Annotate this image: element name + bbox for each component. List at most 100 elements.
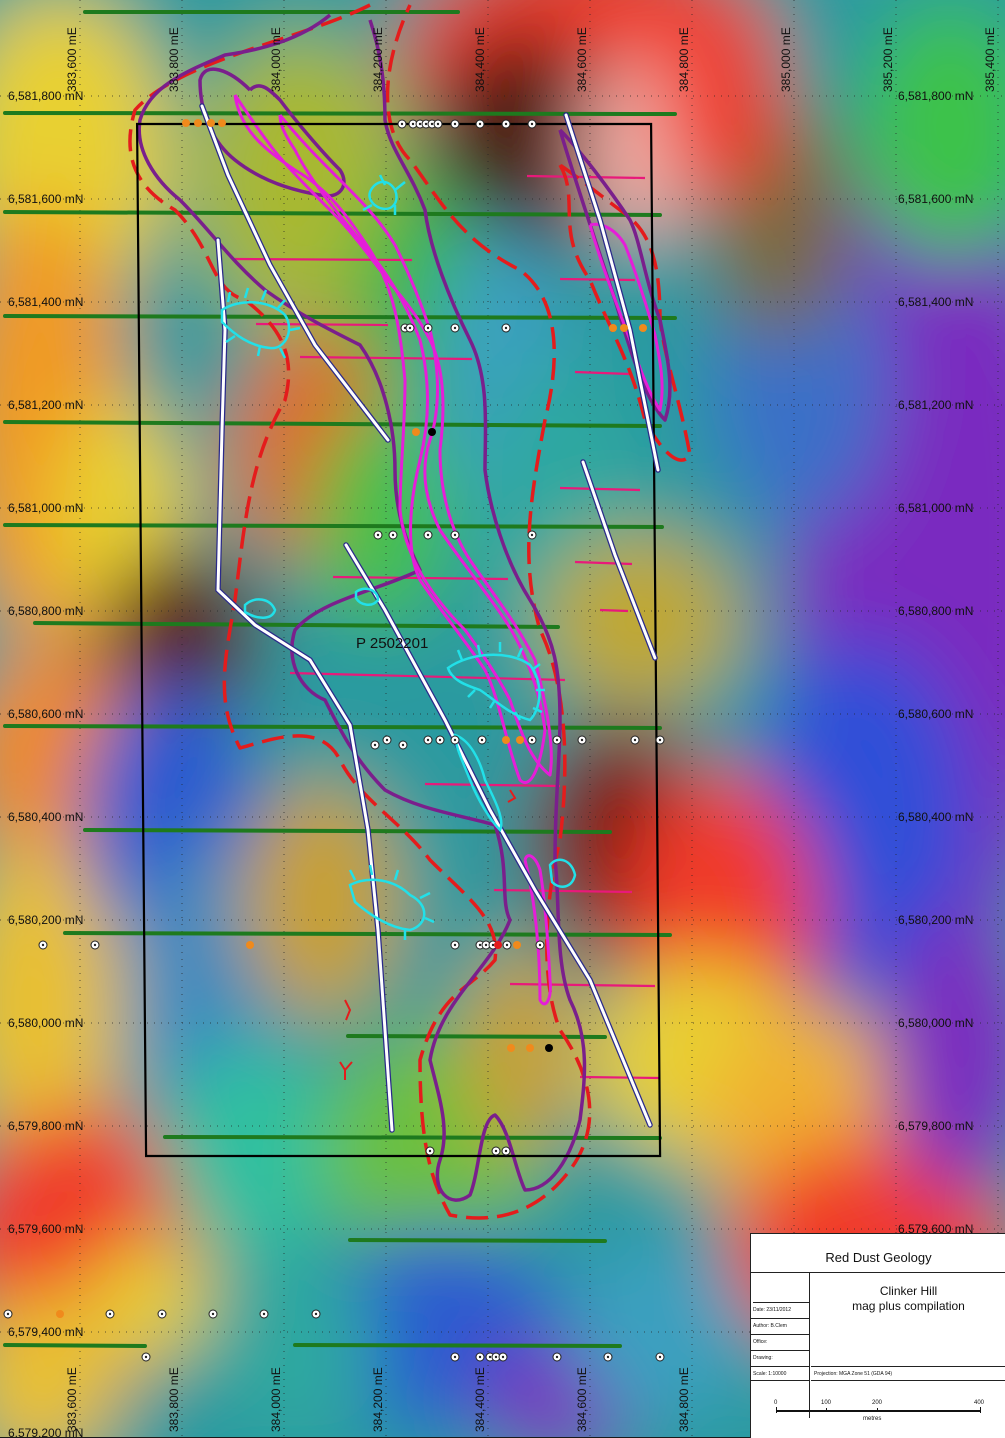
sample-site-dot (426, 326, 430, 330)
sample-site-dot (430, 122, 434, 126)
sample-site-dot (385, 738, 389, 742)
sample-site-dot (376, 533, 380, 537)
sample-site-anomalous[interactable] (218, 119, 226, 127)
northing-label-left: 6,581,600 mN (8, 192, 83, 206)
sample-site-anomalous[interactable] (207, 119, 215, 127)
sample-site-dot (494, 1355, 498, 1359)
sample-site-dot (501, 1355, 505, 1359)
author-label: Author: B.Clem (751, 1318, 809, 1333)
sample-site-dot (373, 743, 377, 747)
easting-label-top: 383,600 mE (65, 27, 79, 92)
sample-site-dot (144, 1355, 148, 1359)
northing-label-left: 6,581,800 mN (8, 89, 83, 103)
sample-site-anomalous[interactable] (513, 941, 521, 949)
sample-site-anomalous[interactable] (194, 119, 202, 127)
map-title-line1: Clinker Hill (879, 1284, 938, 1298)
sample-site-dot (426, 738, 430, 742)
magnetic-contour-inner (233, 94, 664, 1006)
sample-site-anomalous[interactable] (507, 1044, 515, 1052)
sample-site-dot (41, 943, 45, 947)
northing-label-right: 6,579,800 mN (898, 1119, 973, 1133)
northing-label-left: 6,580,000 mN (8, 1016, 83, 1030)
sample-site-dot (555, 1355, 559, 1359)
easting-label-bottom: 384,200 mE (371, 1367, 385, 1432)
scalebar-tick-200: 200 (872, 1400, 883, 1406)
northing-label-left: 6,581,200 mN (8, 398, 83, 412)
sample-site-anomalous[interactable] (516, 736, 524, 744)
tenement-label: P 2502201 (356, 635, 428, 652)
easting-label-top: 385,000 mE (779, 27, 793, 92)
sample-site-dot (314, 1312, 318, 1316)
date-label: Date: 23/11/2012 (753, 1302, 809, 1317)
easting-label-top: 384,800 mE (677, 27, 691, 92)
easting-label-bottom: 384,400 mE (473, 1367, 487, 1432)
sample-site-dot (538, 943, 542, 947)
northing-label-left: 6,580,400 mN (8, 810, 83, 824)
sample-site-dot (480, 738, 484, 742)
metadata-column: Date: 23/11/2012 Author: B.Clem Office: … (751, 1272, 810, 1418)
sample-site-dot (436, 122, 440, 126)
scalebar-unit: metres (863, 1416, 882, 1422)
sample-site-dot (478, 943, 482, 947)
sample-site-dot (391, 533, 395, 537)
sample-site-dot (530, 738, 534, 742)
sample-site-dot (504, 326, 508, 330)
scalebar-tick-0: 0 (774, 1400, 778, 1406)
northing-label-left: 6,580,600 mN (8, 707, 83, 721)
northing-label-left: 6,581,400 mN (8, 295, 83, 309)
northing-label-right: 6,580,400 mN (898, 810, 973, 824)
sample-site-dot (484, 943, 488, 947)
sample-site-dot (160, 1312, 164, 1316)
sample-site-anomalous[interactable] (182, 119, 190, 127)
northing-label-left: 6,579,400 mN (8, 1325, 83, 1339)
sample-site-anomalous[interactable] (494, 941, 502, 949)
northing-label-left: 6,580,200 mN (8, 913, 83, 927)
easting-label-top: 384,400 mE (473, 27, 487, 92)
northing-label-right: 6,581,200 mN (898, 398, 973, 412)
sample-site-anomalous[interactable] (502, 736, 510, 744)
northing-label-right: 6,580,000 mN (898, 1016, 973, 1030)
easting-label-top: 384,600 mE (575, 27, 589, 92)
northing-label-right: 6,579,600 mN (898, 1222, 973, 1236)
sample-site-anomalous[interactable] (246, 941, 254, 949)
northing-label-left: 6,581,000 mN (8, 501, 83, 515)
easting-label-top: 385,200 mE (881, 27, 895, 92)
scalebar-tick-100: 100 (821, 1400, 832, 1406)
sample-site-dot (504, 1149, 508, 1153)
sample-site-dot (606, 1355, 610, 1359)
sample-site-dot (488, 1355, 492, 1359)
sample-site-high[interactable] (428, 428, 436, 436)
sample-site-high[interactable] (545, 1044, 553, 1052)
northing-label-right: 6,580,200 mN (898, 913, 973, 927)
sample-site-anomalous[interactable] (412, 428, 420, 436)
sample-site-anomalous[interactable] (56, 1310, 64, 1318)
northing-label-right: 6,581,600 mN (898, 192, 973, 206)
sample-site-dot (93, 943, 97, 947)
easting-label-bottom: 383,600 mE (65, 1367, 79, 1432)
tenement-boundary (135, 122, 662, 1158)
sample-site-dot (453, 943, 457, 947)
sample-sites (3, 119, 665, 1362)
sample-site-dot (401, 743, 405, 747)
easting-labels-bottom: 383,600 mE 383,800 mE 384,000 mE 384,200 mE… (65, 1367, 691, 1432)
easting-label-top: 384,000 mE (269, 27, 283, 92)
sample-site-dot (504, 122, 508, 126)
northing-label-right: 6,580,800 mN (898, 604, 973, 618)
sample-site-anomalous[interactable] (639, 324, 647, 332)
northing-label-left: 6,580,800 mN (8, 604, 83, 618)
easting-label-top: 385,400 mE (983, 27, 997, 92)
easting-label-bottom: 383,800 mE (167, 1367, 181, 1432)
company-name: Red Dust Geology (751, 1234, 1005, 1273)
sample-site-dot (211, 1312, 215, 1316)
sample-site-anomalous[interactable] (609, 324, 617, 332)
projection-label: Projection: MGA Zone 51 (GDA 94) (811, 1366, 1005, 1381)
map-title-line2: mag plus compilation (852, 1299, 965, 1313)
sample-site-dot (438, 738, 442, 742)
sample-site-anomalous[interactable] (620, 324, 628, 332)
sample-site-dot (411, 122, 415, 126)
sample-site-anomalous[interactable] (526, 1044, 534, 1052)
sample-site-dot (418, 122, 422, 126)
